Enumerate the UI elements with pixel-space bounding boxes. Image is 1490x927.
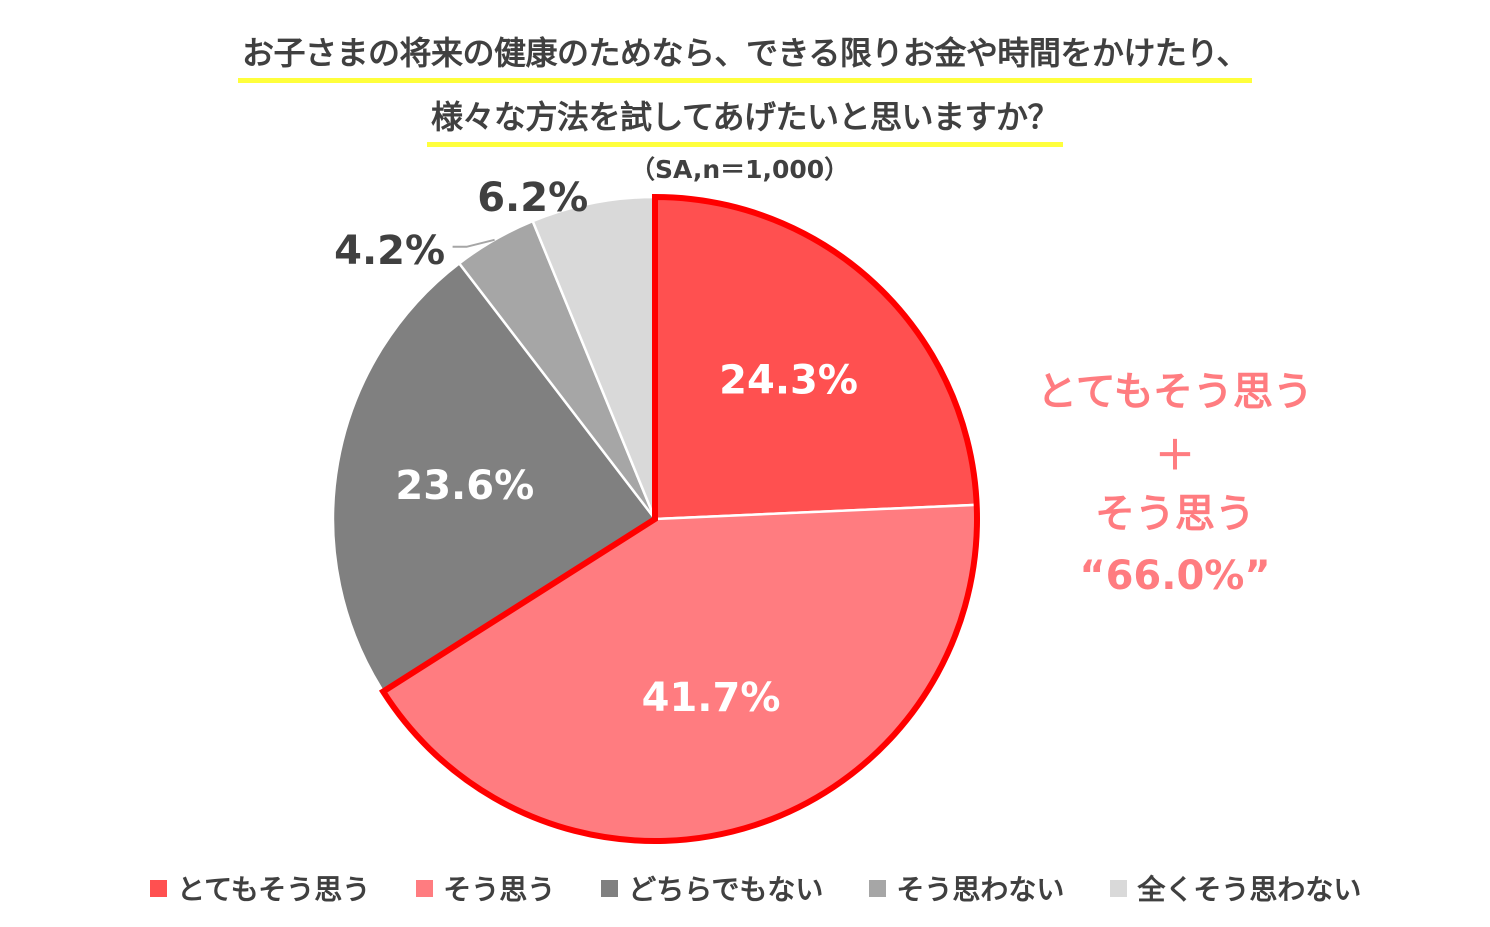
legend-item-neutral: どちらでもない [601,868,823,908]
summary-line1: とてもそう思う [1037,369,1313,415]
legend-item-agree: そう思う [416,868,555,908]
legend-label: とてもそう思う [177,873,371,906]
highlight-outline [378,193,980,844]
label-agree: 41.7% [642,675,781,721]
legend-item-disagree: そう思わない [869,868,1064,908]
legend-label: そう思わない [896,873,1065,906]
legend-item-very-agree: とてもそう思う [150,868,370,908]
chart-legend: とてもそう思う そう思う どちらでもない そう思わない 全くそう思わない [150,868,1361,908]
legend-swatch [869,879,887,897]
summary-line3: そう思う [1095,491,1255,537]
chart-subtitle: （SA,n＝1,000） [630,155,850,184]
label-very-agree: 24.3% [719,357,858,403]
legend-label: どちらでもない [628,873,824,906]
chart-title-line2-text: 様々な方法を試してあげたいと思いますか？ [426,92,1064,147]
chart-title-line1: お子さまの将来の健康のためなら、できる限りお金や時間をかけたり、 [0,28,1490,83]
legend-label: 全くそう思わない [1137,873,1362,906]
legend-swatch [416,879,434,897]
label-strongly-disagree: 6.2% [477,175,588,221]
summary-plus: ＋ [1155,433,1195,479]
legend-label: そう思う [443,873,556,906]
summary-total: “66.0%” [1079,553,1271,599]
legend-swatch [1110,879,1128,897]
slice-neutral [331,261,657,694]
label-neutral: 23.6% [395,463,534,509]
chart-title-line2: 様々な方法を試してあげたいと思いますか？ [0,92,1490,147]
legend-item-strongly-disagree: 全くそう思わない [1110,868,1361,908]
legend-swatch [150,879,167,897]
label-disagree: 4.2% [334,228,445,274]
legend-swatch [601,879,619,897]
leader-line [452,238,495,248]
chart-title-line1-text: お子さまの将来の健康のためなら、できる限りお金や時間をかけたり、 [237,28,1253,83]
